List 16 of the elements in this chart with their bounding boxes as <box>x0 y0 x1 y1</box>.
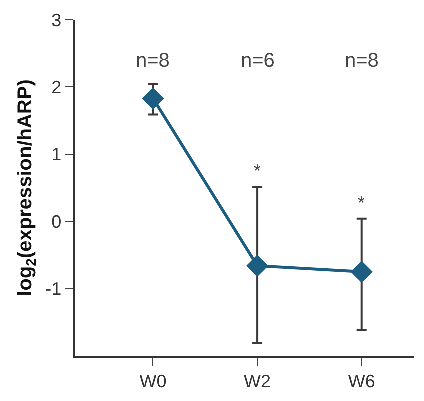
annotation: n=8 <box>345 50 379 72</box>
y-tick-label: 3 <box>52 10 62 30</box>
annotation: n=8 <box>136 50 170 72</box>
y-tick-label: 1 <box>52 144 62 165</box>
annotation: n=6 <box>241 50 275 72</box>
x-tick-label: W0 <box>140 371 167 392</box>
point <box>350 260 373 284</box>
y-tick-label: -1 <box>46 279 62 300</box>
annotation: * <box>358 193 366 213</box>
y-tick-label: 0 <box>52 212 62 232</box>
y-tick-label: 2 <box>52 78 62 98</box>
x-tick-label: W2 <box>244 371 272 392</box>
x-tick-label: W6 <box>348 371 376 392</box>
annotation: * <box>254 161 262 181</box>
point <box>142 88 164 110</box>
point <box>246 254 269 277</box>
